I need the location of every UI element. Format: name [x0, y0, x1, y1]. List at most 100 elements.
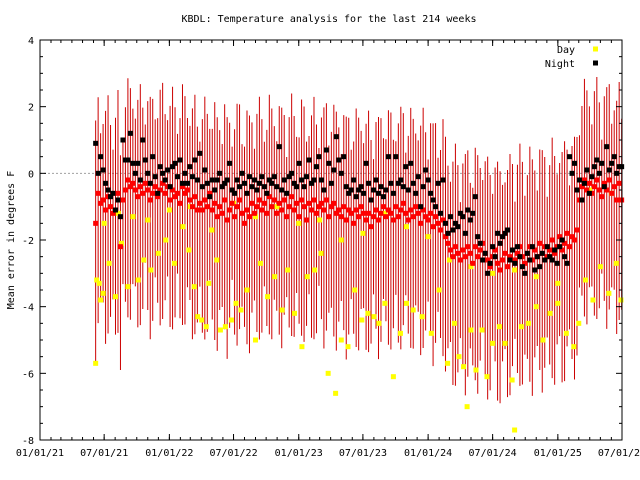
point-mean-red- [413, 204, 419, 210]
point-mean-red- [222, 197, 228, 203]
point-day [365, 310, 371, 316]
y-tick-label: -8 [22, 436, 34, 447]
point-day [571, 344, 577, 350]
point-night [135, 160, 141, 166]
point-mean-red- [475, 254, 481, 260]
point-mean-red- [470, 260, 476, 266]
point-mean-red- [309, 207, 315, 213]
point-day [171, 260, 177, 266]
point-mean-red- [289, 194, 295, 200]
point-night [480, 257, 486, 263]
point-night [214, 177, 220, 183]
point-day [576, 320, 582, 326]
point-mean-red- [147, 197, 153, 203]
point-night [259, 174, 265, 180]
point-night [450, 227, 456, 233]
point-day [590, 297, 596, 303]
point-night [596, 170, 602, 176]
point-mean-red- [596, 187, 602, 193]
point-mean-red- [150, 190, 156, 196]
point-mean-red- [366, 210, 372, 216]
point-mean-red- [341, 204, 347, 210]
point-night [477, 240, 483, 246]
point-mean-red- [403, 210, 409, 216]
point-mean-red- [316, 204, 322, 210]
point-mean-red- [505, 264, 511, 270]
point-day [587, 187, 593, 193]
point-night [529, 244, 535, 250]
y-tick-label: 0 [28, 169, 34, 180]
point-day [582, 277, 588, 283]
point-day [490, 270, 496, 276]
point-mean-red- [351, 220, 357, 226]
point-mean-red- [209, 207, 215, 213]
point-mean-red- [547, 247, 553, 253]
point-day [360, 230, 366, 236]
point-mean-red- [363, 217, 369, 223]
point-night [606, 167, 612, 173]
point-night [522, 270, 528, 276]
point-night [532, 267, 538, 273]
point-night [348, 187, 354, 193]
x-tick-label: 07/01/24 [469, 448, 517, 459]
point-night [306, 157, 312, 163]
point-mean-red- [385, 207, 391, 213]
point-mean-red- [304, 217, 310, 223]
point-night [363, 160, 369, 166]
point-day [257, 260, 263, 266]
point-day [112, 294, 118, 300]
chart-title: KBDL: Temperature analysis for the last … [181, 14, 476, 25]
point-day [209, 227, 215, 233]
point-night [289, 170, 295, 176]
point-night [167, 184, 173, 190]
point-day [141, 257, 147, 263]
point-night [467, 217, 473, 223]
point-day [115, 210, 121, 216]
point-day [96, 280, 102, 286]
point-night [539, 250, 545, 256]
point-day [180, 224, 186, 230]
point-night [160, 170, 166, 176]
point-mean-red- [175, 190, 181, 196]
point-night [328, 180, 334, 186]
point-mean-red- [440, 217, 446, 223]
point-night [110, 190, 116, 196]
point-mean-red- [239, 210, 245, 216]
point-night [505, 227, 511, 233]
point-day [253, 337, 259, 343]
point-night [420, 184, 426, 190]
point-mean-red- [447, 247, 453, 253]
point-mean-red- [232, 214, 238, 220]
point-mean-red- [115, 190, 121, 196]
point-night [398, 177, 404, 183]
point-night [552, 247, 558, 253]
point-night [356, 187, 362, 193]
point-night [189, 174, 195, 180]
point-night [447, 214, 453, 220]
point-night [487, 260, 493, 266]
point-mean-red- [371, 214, 377, 220]
point-mean-red- [591, 184, 597, 190]
point-night [323, 147, 329, 153]
point-day [618, 297, 624, 303]
point-day [325, 370, 331, 376]
point-mean-red- [616, 180, 622, 186]
point-day [199, 317, 205, 323]
point-night [435, 180, 441, 186]
point-mean-red- [127, 184, 133, 190]
point-mean-red- [184, 187, 190, 193]
point-day [291, 310, 297, 316]
point-night [415, 174, 421, 180]
point-mean-red- [311, 197, 317, 203]
point-night [115, 197, 121, 203]
point-mean-red- [562, 240, 568, 246]
point-night [584, 167, 590, 173]
point-day [533, 304, 539, 310]
point-night [430, 197, 436, 203]
point-mean-red- [400, 200, 406, 206]
point-night [408, 160, 414, 166]
point-mean-red- [353, 207, 359, 213]
point-mean-red- [378, 210, 384, 216]
point-day [555, 280, 561, 286]
point-day [304, 274, 310, 280]
